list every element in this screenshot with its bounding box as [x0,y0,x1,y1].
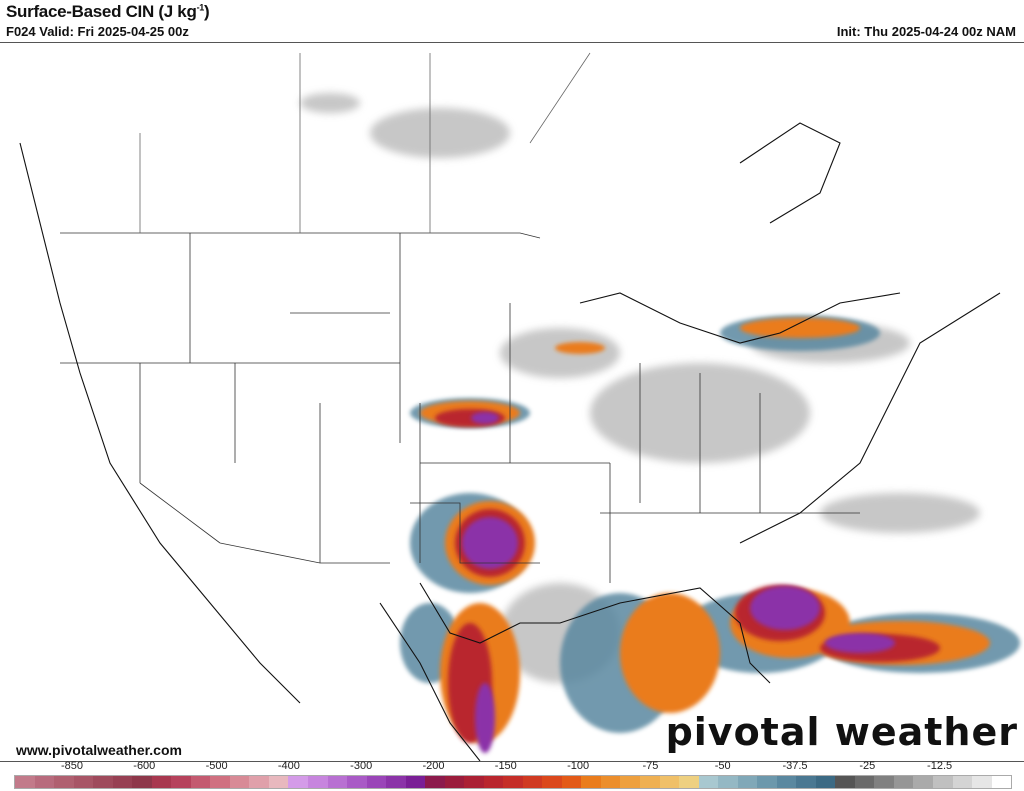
colorbar-segment [815,776,836,788]
colorbar-segment [249,776,269,788]
colorbar-segment [913,776,933,788]
colorbar-tick-label: -100 [567,760,590,772]
init-time: Init: Thu 2025-04-24 00z NAM [836,24,1016,39]
colorbar-segment [54,776,74,788]
purple-cin-areas [462,412,895,753]
colorbar-segment [503,776,523,788]
colorbar-segment [874,776,894,788]
colorbar-segment [112,776,133,788]
colorbar-tick-label: -600 [133,760,156,772]
colorbar-tick-label: -37.5 [782,760,808,772]
colorbar-segment [483,776,504,788]
colorbar-segment [679,776,699,788]
map-title: Surface-Based CIN (J kg-1) [6,2,210,22]
colorbar-segment [132,776,152,788]
colorbar-segment [444,776,465,788]
map-canvas [19,52,1020,761]
title-text: Surface-Based CIN (J kg [6,2,197,21]
colorbar-segment [93,776,113,788]
colorbar-tick-label: -850 [60,760,84,772]
colorbar-segment [229,776,250,788]
brand-logo: pivotal weather [665,710,1018,754]
colorbar-segment [718,776,738,788]
colorbar-segment [972,776,992,788]
state-borders [60,52,860,583]
colorbar-segment [991,776,1012,788]
colorbar-segment [190,776,211,788]
weather-map[interactable] [0,42,1024,762]
colorbar-segment [347,776,367,788]
colorbar-tick-label: -300 [350,760,373,772]
colorbar-segment [854,776,875,788]
colorbar-tick-label: -50 [714,760,731,772]
colorbar-segment [640,776,660,788]
colorbar-segment [171,776,191,788]
colorbar-segment [386,776,406,788]
colorbar-segment [522,776,543,788]
colorbar-segment [151,776,172,788]
valid-time: F024 Valid: Fri 2025-04-25 00z [6,24,189,39]
colorbar-segment [835,776,855,788]
source-url[interactable]: www.pivotalweather.com [14,742,184,758]
colorbar-segment [210,776,230,788]
title-end: ) [203,2,210,21]
colorbar-segment [776,776,797,788]
colorbar-segment [327,776,348,788]
colorbar-segment [952,776,973,788]
colorbar-segment [288,776,308,788]
colorbar-tick-label: -500 [205,760,228,772]
title-unit-exponent: -1 [196,2,205,13]
colorbar-segment [893,776,914,788]
colorbar-segment [34,776,55,788]
colorbar-segment [307,776,328,788]
colorbar [14,775,1012,789]
colorbar-segment [73,776,94,788]
colorbar-segment [542,776,562,788]
colorbar-tick-label: -12.5 [927,760,953,772]
colorbar-segment [425,776,445,788]
colorbar-segment [464,776,484,788]
colorbar-segment [932,776,953,788]
colorbar-segment [659,776,680,788]
colorbar-segment [15,776,35,788]
colorbar-segment [405,776,426,788]
colorbar-segment [620,776,640,788]
colorbar-segment [268,776,289,788]
colorbar-tick-label: -25 [859,760,876,772]
colorbar-segment [698,776,719,788]
colorbar-segment [581,776,601,788]
coastlines [19,122,1001,761]
colorbar-segment [796,776,816,788]
colorbar-segment [600,776,621,788]
colorbar-segment [366,776,387,788]
colorbar-segment [737,776,758,788]
colorbar-segment [561,776,582,788]
colorbar-tick-label: -75 [642,760,659,772]
colorbar-tick-label: -200 [422,760,445,772]
colorbar-tick-label: -150 [494,760,517,772]
colorbar-segment [757,776,777,788]
colorbar-tick-label: -400 [277,760,300,772]
